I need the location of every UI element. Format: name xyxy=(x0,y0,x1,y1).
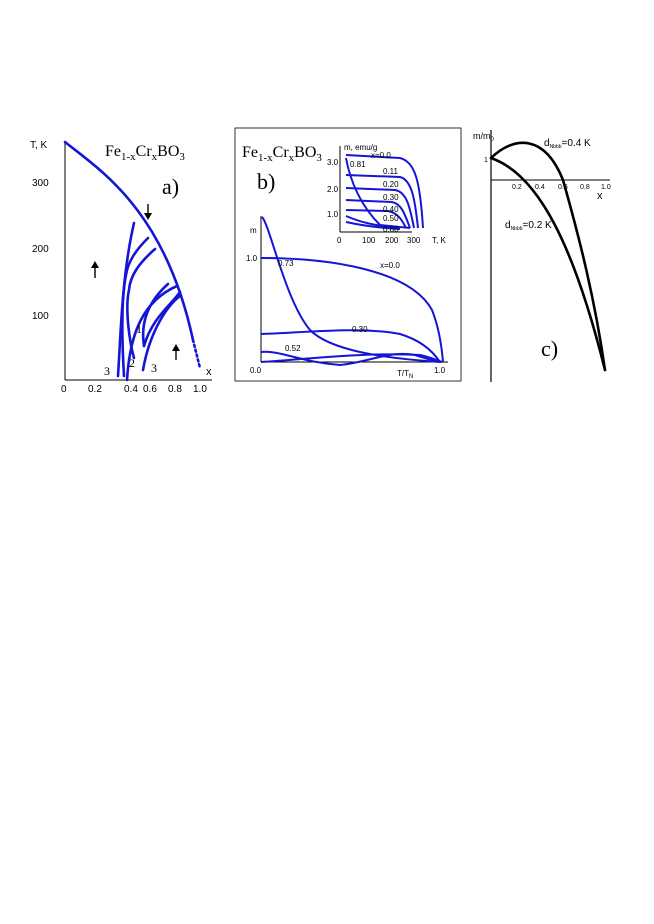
panel-c: m/m0 1 0.2 0.4 0.6 0.8 1.0 x dNbbb=0.4 K… xyxy=(473,130,611,382)
panel-b-label: b) xyxy=(257,169,275,194)
inset-xtick-200: 200 xyxy=(385,236,399,245)
panel-a-curve-1-outer xyxy=(126,247,157,360)
inset-ytick-2: 2.0 xyxy=(327,185,339,194)
panel-a-ytick-300: 300 xyxy=(32,178,49,189)
panel-c-xtick-0.2: 0.2 xyxy=(512,184,522,191)
panel-a-ytick-100: 100 xyxy=(32,311,49,322)
panel-b-series-0.52 xyxy=(260,350,443,367)
panel-c-curves xyxy=(489,141,607,372)
panel-c-series-0.2K xyxy=(489,156,607,372)
panel-a-curves xyxy=(63,140,202,382)
panel-c-ylabel: m/m0 xyxy=(473,131,495,143)
inset-xtick-300: 300 xyxy=(407,236,421,245)
panel-c-series-label-0.2K: dNbbb=0.2 K xyxy=(505,220,552,232)
panel-a-xtick-0.8: 0.8 xyxy=(168,384,182,395)
panel-c-label: c) xyxy=(541,336,558,361)
inset-series-0.11 xyxy=(345,174,419,229)
panel-a-curve-label-3-right: 3 xyxy=(151,361,157,375)
panel-a-curve-1-top xyxy=(141,282,170,348)
panel-c-xtick-0.4: 0.4 xyxy=(535,184,545,191)
inset-series-label-0.30: 0.30 xyxy=(383,193,399,202)
panel-a-arrow-up-right-icon xyxy=(172,344,180,360)
panel-c-xlabel: x xyxy=(597,190,603,202)
panel-b-series-label-0.73: 0.73 xyxy=(278,259,294,268)
panel-c-series-label-0.4K: dNbbb=0.4 K xyxy=(544,138,591,150)
panel-a-xtick-0.4: 0.4 xyxy=(124,384,138,395)
inset-series-x0.0 xyxy=(345,154,424,229)
inset-series-label-x0.0: x=0.0 xyxy=(371,151,391,160)
inset-xtick-0: 0 xyxy=(337,236,342,245)
panel-a-label: a) xyxy=(162,174,179,199)
inset-ylabel: m, emu/g xyxy=(344,143,377,152)
panel-b-series-0.73 xyxy=(261,216,441,363)
panel-c-xtick-0.6: 0.6 xyxy=(558,184,568,191)
panel-b-series-label-0.30: 0.30 xyxy=(352,325,368,334)
panel-b-curves xyxy=(260,216,444,367)
panel-a-curve-1-inner xyxy=(142,290,182,348)
panel-b-series-label-x0.0: x=0.0 xyxy=(380,261,400,270)
panel-c-series-0.4K xyxy=(489,141,607,372)
panel-c-xtick-0.8: 0.8 xyxy=(580,184,590,191)
panel-a-curve-label-3-left: 3 xyxy=(104,364,110,378)
inset-ytick-1: 1.0 xyxy=(327,210,339,219)
panel-a-arrow-up-left-icon xyxy=(91,261,99,278)
panel-b-xend: 1.0 xyxy=(434,366,446,375)
panel-b-ytick-1.0: 1.0 xyxy=(246,254,258,263)
panel-a-boundary-dotted xyxy=(191,338,202,370)
panel-b-series-extra xyxy=(260,353,443,363)
inset-series-0.60 xyxy=(345,221,401,230)
panel-b-title: Fe1-xCrxBO3 xyxy=(242,144,322,164)
panel-b-xlabel: T/TN xyxy=(397,369,413,380)
inset-xtick-100: 100 xyxy=(362,236,376,245)
panel-a-curve-2-left xyxy=(121,236,150,378)
panel-a-xlabel: x xyxy=(206,366,212,378)
inset-series-label-0.60: 0.60 xyxy=(383,225,399,234)
panel-b-inset: m, emu/g 3.0 2.0 1.0 0 100 200 300 T, K … xyxy=(327,143,446,245)
inset-series-0.20 xyxy=(345,187,415,229)
panel-a-curve-2-right xyxy=(125,284,179,382)
panel-a-ytick-200: 200 xyxy=(32,244,49,255)
inset-xlabel: T, K xyxy=(432,236,446,245)
inset-ytick-3: 3.0 xyxy=(327,158,339,167)
panel-b-frame xyxy=(234,127,462,382)
inset-series-0.40 xyxy=(345,209,407,229)
panel-a: T, K 300 200 100 0 0.2 0.4 0.6 0.8 1.0 x… xyxy=(30,140,212,395)
inset-curves xyxy=(345,154,424,230)
panel-a-title: Fe1-xCrxBO3 xyxy=(105,143,185,163)
panel-a-curve-label-1: 1 xyxy=(136,322,142,336)
panel-a-curve-3-right xyxy=(141,294,182,372)
panel-b-series-0.30 xyxy=(260,329,441,363)
panel-a-ylabel: T, K xyxy=(30,140,48,151)
panel-c-xtick-1.0: 1.0 xyxy=(601,184,611,191)
panel-b-series-label-0.52: 0.52 xyxy=(285,344,301,353)
panel-c-ytick-1: 1 xyxy=(484,157,488,164)
panel-a-xtick-1.0: 1.0 xyxy=(193,384,207,395)
inset-series-label-0.50: 0.50 xyxy=(383,214,399,223)
panel-a-curve-label-2: 2 xyxy=(129,356,135,370)
inset-series-label-0.40: 0.40 xyxy=(383,205,399,214)
panel-b-ylabel: m xyxy=(250,226,257,235)
inset-series-label-0.20: 0.20 xyxy=(383,180,399,189)
inset-series-label-0.81: 0.81 xyxy=(350,160,366,169)
inset-series-0.50 xyxy=(345,215,401,229)
panel-b: Fe1-xCrxBO3 b) m, emu/g 3.0 2.0 1.0 0 10… xyxy=(234,127,462,382)
panel-a-xtick-0: 0 xyxy=(61,384,67,395)
inset-series-label-0.11: 0.11 xyxy=(383,167,399,176)
panel-b-origin: 0.0 xyxy=(250,366,262,375)
panel-a-arrow-down-icon xyxy=(144,204,152,220)
panel-a-xtick-0.6: 0.6 xyxy=(143,384,157,395)
panel-b-series-x0.0 xyxy=(260,257,444,363)
inset-series-0.30 xyxy=(345,199,411,229)
panel-a-xtick-0.2: 0.2 xyxy=(88,384,102,395)
